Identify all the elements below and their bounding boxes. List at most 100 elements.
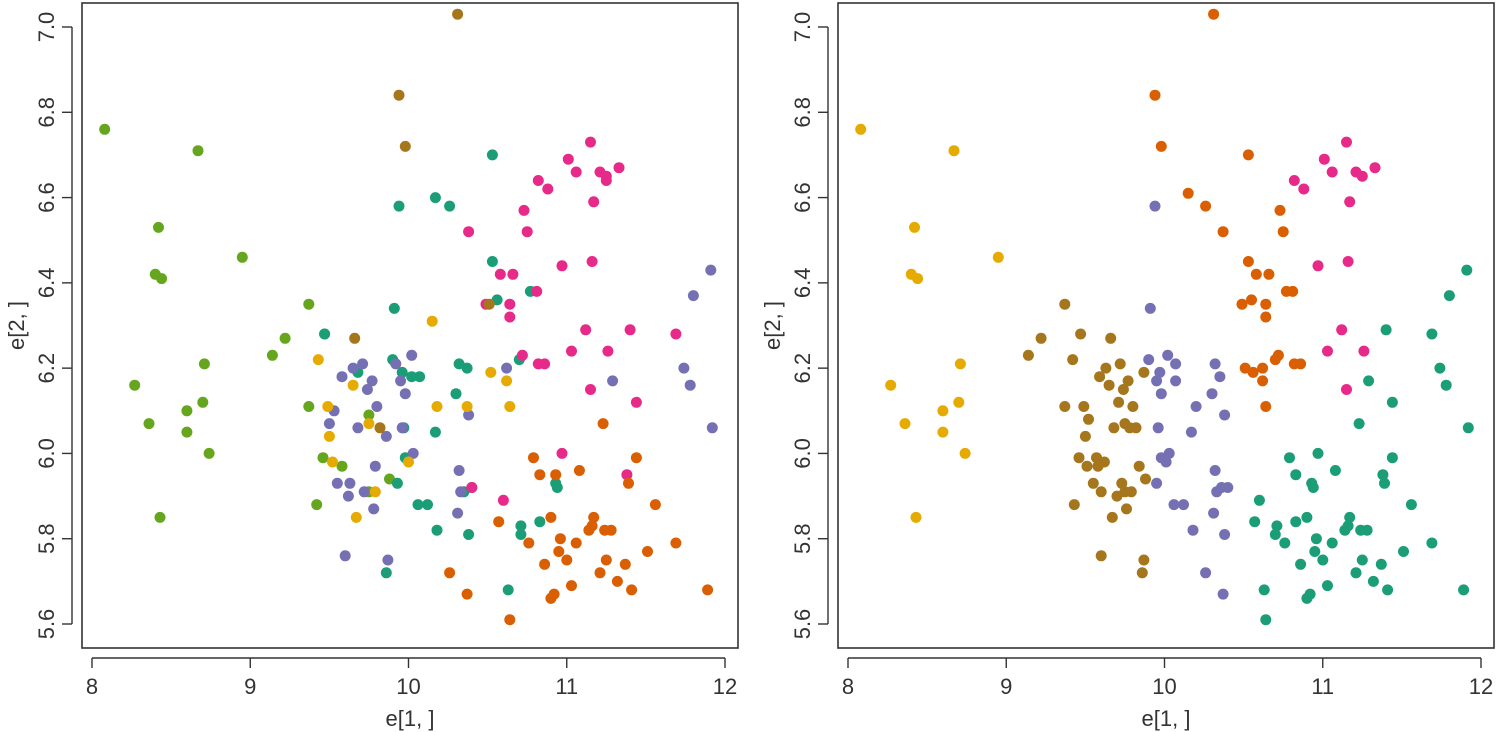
data-point: [1022, 349, 1034, 361]
data-point: [1295, 358, 1307, 370]
data-point: [534, 469, 546, 481]
data-point: [1219, 409, 1231, 421]
data-point: [570, 537, 582, 549]
data-point: [1163, 447, 1175, 459]
data-point: [600, 554, 612, 566]
data-point: [551, 482, 563, 493]
data-point: [588, 196, 600, 208]
data-point: [953, 396, 965, 408]
data-point: [611, 575, 623, 587]
data-point: [1155, 388, 1167, 400]
data-point: [1100, 362, 1112, 374]
data-point: [1149, 200, 1161, 212]
data-point: [623, 477, 634, 489]
data-point: [1462, 422, 1474, 434]
data-point: [352, 422, 364, 434]
data-point: [1121, 503, 1132, 515]
data-point: [317, 452, 329, 464]
data-point: [1083, 413, 1094, 425]
data-point: [1149, 89, 1161, 101]
data-point: [1434, 362, 1446, 374]
data-point: [1182, 187, 1194, 199]
y-tick-label: 7.0: [34, 12, 59, 43]
data-point: [388, 302, 400, 314]
data-point: [455, 486, 467, 498]
data-point: [1326, 537, 1338, 549]
data-point: [1288, 175, 1300, 186]
data-point: [1206, 388, 1218, 400]
x-tick-label: 10: [1152, 674, 1176, 699]
data-point: [1095, 486, 1107, 498]
data-point: [1250, 268, 1262, 280]
data-point: [570, 166, 582, 178]
data-point: [504, 298, 516, 310]
data-point: [1095, 550, 1107, 562]
data-point: [899, 418, 911, 430]
y-tick-label: 5.8: [34, 523, 59, 554]
data-point: [1209, 465, 1221, 476]
data-point: [1035, 332, 1047, 344]
data-point: [1130, 422, 1142, 434]
data-point: [1380, 324, 1392, 336]
data-point: [336, 460, 348, 472]
data-point: [1154, 366, 1166, 378]
data-point: [1108, 422, 1120, 434]
data-point: [580, 324, 592, 336]
data-point: [1361, 524, 1373, 536]
data-point: [347, 362, 359, 374]
data-point: [407, 447, 419, 459]
data-point: [1247, 366, 1259, 378]
data-point: [1426, 328, 1438, 340]
data-point: [1209, 358, 1221, 370]
data-point: [1155, 140, 1167, 152]
data-point: [1458, 584, 1470, 596]
y-axis-title: e[2, ]: [760, 301, 785, 350]
data-point: [395, 375, 407, 387]
data-point: [507, 268, 519, 280]
data-point: [1336, 324, 1348, 336]
point-series-6: [1249, 264, 1474, 626]
data-point: [1059, 298, 1071, 310]
data-point: [366, 375, 378, 387]
data-point: [613, 162, 625, 174]
data-point: [959, 447, 971, 459]
data-point: [1122, 375, 1134, 387]
data-point: [1214, 371, 1226, 383]
data-point: [605, 524, 617, 536]
data-point: [463, 226, 475, 238]
y-tick-label: 6.4: [790, 268, 815, 299]
data-point: [521, 226, 533, 238]
data-point: [463, 529, 475, 540]
data-point: [588, 511, 600, 523]
x-tick-label: 8: [842, 674, 854, 699]
data-point: [531, 285, 543, 297]
data-point: [1217, 588, 1229, 600]
data-point: [1168, 499, 1180, 511]
data-point: [566, 345, 577, 357]
data-point: [556, 447, 568, 459]
data-point: [624, 324, 636, 336]
data-point: [642, 546, 653, 557]
data-point: [414, 371, 426, 383]
data-point: [461, 588, 473, 600]
data-point: [198, 358, 210, 370]
data-point: [1170, 375, 1182, 387]
data-point: [323, 418, 335, 430]
data-point: [1151, 477, 1163, 489]
y-tick-label: 7.0: [790, 12, 815, 43]
data-point: [312, 354, 324, 366]
data-point: [912, 273, 924, 285]
data-point: [426, 315, 438, 327]
data-point: [1253, 494, 1265, 506]
data-point: [1116, 477, 1128, 489]
data-point: [554, 533, 566, 545]
data-point: [203, 447, 215, 459]
data-point: [452, 8, 464, 20]
data-point: [1200, 200, 1212, 212]
data-point: [553, 546, 565, 557]
data-point: [1284, 452, 1295, 464]
data-point: [515, 529, 527, 540]
data-point: [1344, 196, 1356, 208]
data-point: [1298, 183, 1310, 195]
data-point: [1151, 375, 1163, 387]
